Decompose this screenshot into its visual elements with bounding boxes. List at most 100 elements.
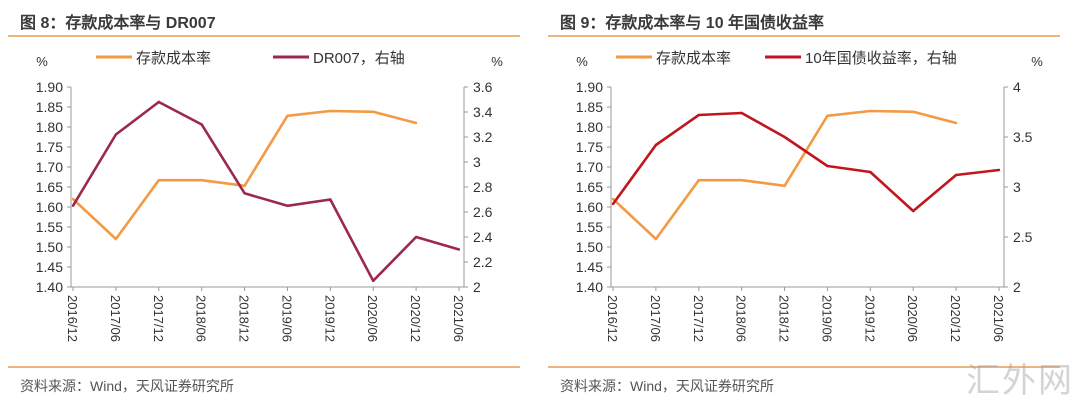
x-tick-label: 2020/06 — [905, 295, 920, 342]
left-tick-label: 1.40 — [576, 279, 603, 295]
data-point — [286, 204, 289, 207]
data-point — [157, 100, 160, 104]
left-tick-label: 1.75 — [36, 139, 63, 155]
data-point — [783, 184, 786, 187]
data-point — [954, 173, 958, 177]
data-point — [826, 164, 829, 168]
data-point — [869, 109, 872, 113]
x-tick-label: 2019/06 — [279, 295, 294, 342]
data-point — [611, 197, 615, 201]
data-point — [200, 123, 203, 126]
x-tick-label: 2018/12 — [237, 295, 252, 342]
left-tick-label: 1.60 — [576, 199, 603, 215]
right-tick-label: 3.4 — [473, 104, 493, 120]
data-point — [329, 109, 332, 113]
data-point — [654, 143, 658, 147]
right-tick-label: 3 — [1013, 179, 1021, 195]
right-axis-unit: % — [1031, 54, 1043, 69]
right-tick-label: 3.6 — [473, 79, 493, 95]
data-point — [329, 198, 332, 201]
series-line-1 — [611, 111, 1000, 213]
data-point — [826, 114, 829, 118]
data-point — [200, 179, 203, 182]
right-tick-label: 2.8 — [473, 179, 493, 195]
chart-fig9: % % 存款成本率 10年国债收益率，右轴 1.40 1.45 1.50 1.55 1.60 1.… — [548, 35, 1060, 368]
data-point — [71, 197, 75, 201]
series-line-0 — [612, 109, 957, 241]
x-tick-label: 2017/06 — [108, 295, 123, 342]
data-point — [997, 168, 1001, 172]
x-tick-label: 2019/06 — [819, 295, 834, 342]
x-tick-label: 2019/12 — [862, 295, 877, 342]
x-tick-label: 2017/12 — [691, 295, 706, 342]
right-tick-label: 2.6 — [473, 204, 493, 220]
left-tick-label: 1.45 — [36, 259, 63, 275]
x-tick-label: 2016/12 — [605, 295, 620, 342]
left-tick-label: 1.90 — [576, 79, 603, 95]
chart-source: 资料来源：Wind，天风证券研究所 — [560, 378, 774, 394]
data-point — [654, 237, 658, 241]
left-tick-label: 1.85 — [576, 99, 603, 115]
left-tick-label: 1.50 — [576, 239, 603, 255]
left-tick-label: 1.50 — [36, 239, 63, 255]
data-point — [912, 110, 915, 114]
data-point — [286, 114, 289, 118]
data-point — [457, 248, 461, 251]
left-axis-unit: % — [576, 54, 588, 69]
chart-source: 资料来源：Wind，天风证券研究所 — [20, 378, 234, 394]
data-point — [243, 184, 246, 187]
data-point — [869, 170, 872, 174]
right-tick-label: 4 — [1013, 79, 1021, 95]
data-point — [414, 235, 418, 239]
left-tick-label: 1.65 — [36, 179, 63, 195]
x-tick-label: 2020/06 — [365, 295, 380, 342]
left-tick-label: 1.85 — [36, 99, 63, 115]
chart-panel-fig8: 图 8：存款成本率与 DR007 %% 存款成本率 DR007，右轴 1.40 1.45… — [8, 15, 520, 394]
right-tick-label: 2 — [473, 279, 481, 295]
data-point — [157, 179, 160, 182]
legend-label: 存款成本率 — [136, 50, 211, 67]
data-point — [740, 179, 743, 182]
left-tick-label: 1.70 — [576, 159, 603, 175]
x-tick-label: 2017/12 — [151, 295, 166, 342]
data-point — [697, 113, 700, 117]
data-point — [912, 209, 915, 213]
chart-title: 图 8：存款成本率与 DR007 — [20, 15, 216, 32]
chart-fig8: % % 存款成本率 DR007，右轴 1.40 1.45 1.50 1.55 1.60 1.65 1… — [8, 35, 520, 368]
data-point — [611, 202, 615, 206]
right-tick-label: 3 — [473, 154, 481, 170]
data-point — [783, 135, 786, 139]
data-point — [372, 110, 375, 114]
left-tick-label: 1.55 — [36, 219, 63, 235]
chart-title: 图 9：存款成本率与 10 年国债收益率 — [560, 15, 825, 32]
data-point — [740, 111, 743, 115]
data-point — [71, 204, 75, 207]
right-tick-label: 3.5 — [1013, 129, 1033, 145]
right-tick-label: 2.5 — [1013, 229, 1033, 245]
left-tick-label: 1.90 — [36, 79, 63, 95]
x-tick-label: 2018/06 — [194, 295, 209, 342]
x-tick-label: 2021/06 — [451, 295, 466, 342]
x-tick-label: 2020/12 — [948, 295, 963, 342]
x-tick-label: 2016/12 — [65, 295, 80, 342]
left-axis-unit: % — [36, 54, 48, 69]
left-tick-label: 1.65 — [576, 179, 603, 195]
left-tick-label: 1.45 — [576, 259, 603, 275]
data-point — [697, 179, 700, 182]
series-line-0 — [72, 109, 417, 241]
series-line-1 — [71, 100, 460, 283]
legend-label: 存款成本率 — [656, 50, 731, 67]
left-tick-label: 1.40 — [36, 279, 63, 295]
left-tick-label: 1.70 — [36, 159, 63, 175]
left-tick-label: 1.75 — [576, 139, 603, 155]
watermark: 汇外网 — [966, 361, 1074, 401]
x-tick-label: 2021/06 — [991, 295, 1006, 342]
left-tick-label: 1.55 — [576, 219, 603, 235]
chart-panel-fig9: 图 9：存款成本率与 10 年国债收益率 %% 存款成本率 10年国债收益率，右轴 1… — [540, 0, 1080, 406]
left-tick-label: 1.60 — [36, 199, 63, 215]
data-point — [114, 237, 118, 241]
data-point — [372, 279, 375, 282]
left-tick-label: 1.80 — [576, 119, 603, 135]
right-tick-label: 2.2 — [473, 254, 493, 270]
right-tick-label: 3.2 — [473, 129, 493, 145]
